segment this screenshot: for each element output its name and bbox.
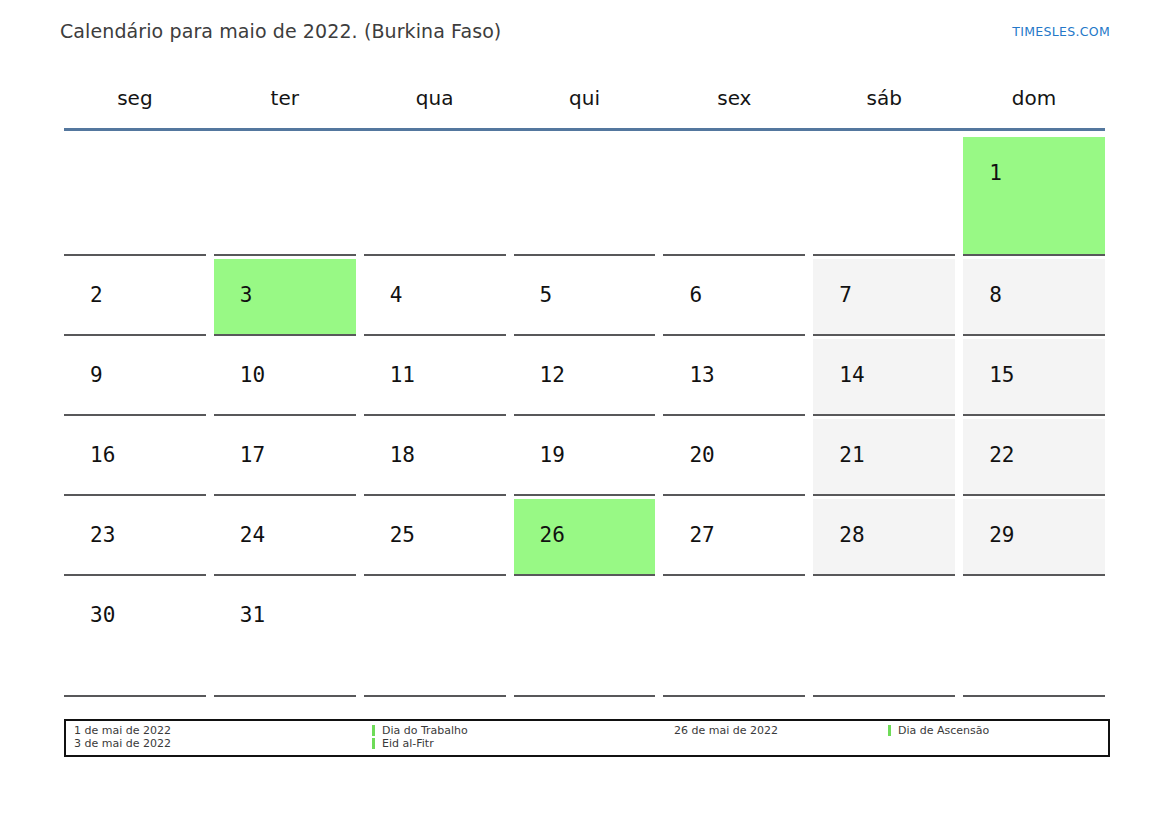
holiday-marker-icon	[372, 738, 375, 749]
day-cell-17: 17	[214, 419, 356, 496]
day-cell-8: 8	[963, 259, 1105, 336]
holiday-marker-icon	[888, 725, 891, 736]
day-number: 16	[90, 443, 115, 467]
day-number: 24	[240, 523, 265, 547]
day-cell-20: 20	[663, 419, 805, 496]
day-number: 11	[390, 363, 415, 387]
day-cell-12: 12	[514, 339, 656, 416]
day-cell-empty	[514, 579, 656, 697]
day-cell-27: 27	[663, 499, 805, 576]
legend-date: 1 de mai de 2022	[74, 725, 171, 736]
holiday-marker-icon	[372, 725, 375, 736]
day-cell-empty	[813, 137, 955, 256]
legend-names-group-1: Dia do Trabalho Eid al-Fitr	[372, 725, 468, 749]
day-cell-22: 22	[963, 419, 1105, 496]
day-cell-empty	[963, 579, 1105, 697]
day-number: 26	[540, 523, 565, 547]
weekday-header: seg	[64, 86, 206, 128]
day-cell-9: 9	[64, 339, 206, 416]
legend-dates-group-1: 1 de mai de 2022 3 de mai de 2022	[74, 725, 171, 749]
day-number: 25	[390, 523, 415, 547]
day-number: 14	[839, 363, 864, 387]
day-cell-29: 29	[963, 499, 1105, 576]
day-number: 21	[839, 443, 864, 467]
calendar-grid: 1234567891011121314151617181920212223242…	[64, 131, 1105, 697]
day-number: 5	[540, 283, 553, 307]
day-number: 27	[689, 523, 714, 547]
day-cell-1: 1	[963, 137, 1105, 256]
day-number: 10	[240, 363, 265, 387]
day-cell-21: 21	[813, 419, 955, 496]
day-cell-15: 15	[963, 339, 1105, 416]
day-number: 13	[689, 363, 714, 387]
day-number: 23	[90, 523, 115, 547]
day-number: 28	[839, 523, 864, 547]
day-cell-empty	[214, 137, 356, 256]
weekday-header: sex	[663, 86, 805, 128]
day-cell-2: 2	[64, 259, 206, 336]
weekday-header: dom	[963, 86, 1105, 128]
day-cell-24: 24	[214, 499, 356, 576]
day-number: 20	[689, 443, 714, 467]
day-cell-empty	[364, 579, 506, 697]
day-number: 1	[989, 161, 1002, 185]
day-cell-31: 31	[214, 579, 356, 697]
day-cell-23: 23	[64, 499, 206, 576]
day-number: 7	[839, 283, 852, 307]
day-cell-19: 19	[514, 419, 656, 496]
day-cell-14: 14	[813, 339, 955, 416]
day-number: 2	[90, 283, 103, 307]
legend-names-group-2: Dia de Ascensão	[888, 725, 989, 736]
day-number: 8	[989, 283, 1002, 307]
day-cell-7: 7	[813, 259, 955, 336]
day-cell-empty	[364, 137, 506, 256]
legend-holiday-name: Eid al-Fitr	[382, 738, 434, 749]
day-cell-11: 11	[364, 339, 506, 416]
day-cell-empty	[64, 137, 206, 256]
day-cell-25: 25	[364, 499, 506, 576]
day-cell-16: 16	[64, 419, 206, 496]
legend-date: 26 de mai de 2022	[674, 725, 778, 736]
day-cell-empty	[663, 579, 805, 697]
day-cell-10: 10	[214, 339, 356, 416]
day-number: 6	[689, 283, 702, 307]
day-cell-28: 28	[813, 499, 955, 576]
day-number: 4	[390, 283, 403, 307]
weekday-header: sáb	[813, 86, 955, 128]
day-number: 18	[390, 443, 415, 467]
day-cell-30: 30	[64, 579, 206, 697]
day-cell-4: 4	[364, 259, 506, 336]
day-cell-3: 3	[214, 259, 356, 336]
legend-holiday-name: Dia de Ascensão	[898, 725, 989, 736]
day-number: 30	[90, 603, 115, 627]
page-title: Calendário para maio de 2022. (Burkina F…	[60, 20, 501, 42]
day-number: 15	[989, 363, 1014, 387]
day-cell-18: 18	[364, 419, 506, 496]
legend-holiday-name: Dia do Trabalho	[382, 725, 468, 736]
day-cell-13: 13	[663, 339, 805, 416]
day-cell-empty	[514, 137, 656, 256]
day-cell-empty	[813, 579, 955, 697]
weekday-header: qui	[514, 86, 656, 128]
legend-date: 3 de mai de 2022	[74, 738, 171, 749]
weekday-header-row: segterquaquisexsábdom	[64, 75, 1105, 131]
day-number: 17	[240, 443, 265, 467]
day-number: 29	[989, 523, 1014, 547]
day-number: 9	[90, 363, 103, 387]
day-cell-5: 5	[514, 259, 656, 336]
day-cell-empty	[663, 137, 805, 256]
timesles-site-link[interactable]: TIMESLES.COM	[1012, 24, 1110, 39]
day-number: 22	[989, 443, 1014, 467]
weekday-header: qua	[364, 86, 506, 128]
day-number: 19	[540, 443, 565, 467]
day-number: 31	[240, 603, 265, 627]
weekday-header: ter	[214, 86, 356, 128]
day-number: 3	[240, 283, 253, 307]
legend-box: 1 de mai de 2022 3 de mai de 2022 Dia do…	[64, 719, 1110, 757]
day-cell-26: 26	[514, 499, 656, 576]
legend-dates-group-2: 26 de mai de 2022	[674, 725, 778, 736]
day-number: 12	[540, 363, 565, 387]
calendar: segterquaquisexsábdom 123456789101112131…	[64, 75, 1105, 697]
day-cell-6: 6	[663, 259, 805, 336]
